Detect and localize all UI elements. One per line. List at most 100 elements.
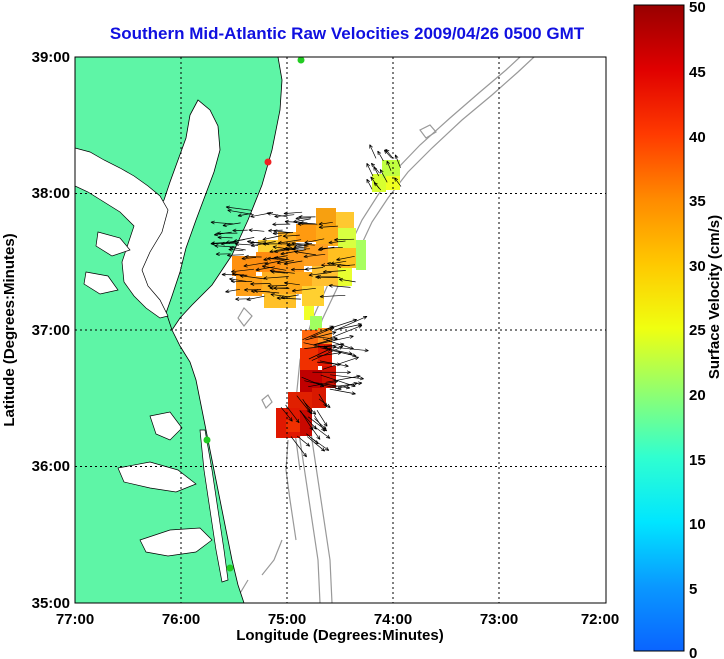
velocity-vector-arrow — [311, 424, 331, 439]
colorbar-tick-label: 35 — [689, 193, 706, 210]
velocity-vector-arrow — [315, 275, 341, 280]
velocity-vector-arrow — [253, 289, 280, 294]
velocity-vector-arrow — [335, 382, 358, 390]
velocity-vector-arrow — [230, 279, 253, 284]
colorbar-tick-label: 30 — [689, 258, 706, 275]
station-marker — [264, 158, 272, 166]
velocity-vector-arrow — [282, 234, 300, 238]
velocity-vector-arrow — [264, 259, 288, 266]
velocity-vector-arrow — [210, 241, 237, 246]
velocity-vector-arrow — [302, 399, 313, 415]
velocity-vector-arrow — [290, 436, 307, 458]
velocity-vector-arrow — [296, 435, 311, 447]
velocity-vector-arrow — [232, 228, 248, 233]
velocity-vector-arrow — [299, 410, 317, 430]
velocity-vector-arrow — [243, 262, 266, 268]
chesapeake-bay — [75, 147, 229, 583]
velocity-vector-arrow — [247, 240, 270, 246]
velocity-vector-arrow — [262, 235, 282, 241]
velocity-vector-arrow — [318, 221, 333, 226]
velocity-vector-arrow — [394, 154, 401, 168]
colorbar-tick-label: 40 — [689, 129, 706, 146]
velocity-vector-arrow — [338, 277, 356, 283]
velocity-vector-arrow — [261, 264, 287, 271]
velocity-patch-north — [232, 208, 366, 332]
velocity-vector-arrow — [290, 267, 307, 272]
velocity-vector-arrow — [225, 205, 252, 211]
velocity-vector-arrow — [326, 324, 363, 340]
velocity-vector-arrow — [293, 244, 310, 249]
velocity-vector-arrow — [237, 213, 252, 218]
velocity-vector-arrow — [291, 287, 316, 293]
velocity-vector-arrow — [312, 335, 338, 341]
map-grid — [75, 57, 606, 603]
velocity-vector-arrow — [328, 240, 346, 245]
velocity-vector-arrow — [306, 436, 326, 452]
velocity-vector-arrow — [273, 229, 291, 234]
velocity-vector-arrow — [319, 360, 349, 368]
x-tick-label: 73:00 — [480, 611, 518, 628]
velocity-vector-arrow — [235, 297, 253, 302]
velocity-vector-arrow — [286, 243, 313, 248]
velocity-vector-arrow — [335, 315, 368, 331]
colorbar-tick-label: 20 — [689, 387, 706, 404]
colorbar-tick-label: 10 — [689, 516, 706, 533]
velocity-vector-arrow — [370, 162, 380, 174]
velocity-vector-arrow — [336, 255, 355, 262]
velocity-vector-arrow — [227, 253, 244, 258]
velocity-vector-arrow — [304, 380, 342, 391]
velocity-vector-arrow — [328, 283, 351, 288]
velocity-vector-arrow — [231, 268, 254, 274]
velocity-vector-arrow — [222, 222, 241, 227]
velocity-vector-arrow — [314, 382, 351, 390]
velocity-vector-arrow — [270, 270, 286, 274]
velocity-vector-arrow — [285, 404, 300, 424]
velocity-vector-arrow — [386, 160, 392, 171]
velocity-vector-arrow — [210, 220, 234, 225]
velocity-vector-arrow — [366, 163, 374, 177]
colorbar-ticks: 50 45 40 35 30 25 20 15 10 5 0 — [689, 0, 706, 659]
velocity-vector-arrow — [225, 239, 245, 244]
velocity-vector-arrow — [280, 294, 299, 300]
y-tick-label: 35:00 — [32, 595, 70, 612]
velocity-vector-arrow — [267, 256, 285, 261]
velocity-vector-arrow — [321, 263, 336, 268]
velocity-vector-arrow — [322, 356, 359, 370]
velocity-vector-arrow — [385, 148, 394, 159]
velocity-vector-arrow — [305, 331, 337, 341]
velocity-vector-arrow — [377, 150, 384, 162]
y-tick-label: 37:00 — [32, 322, 70, 339]
map-title: Southern Mid-Atlantic Raw Velocities 200… — [109, 24, 585, 43]
velocity-vector-arrow — [304, 402, 317, 415]
velocity-vector-arrow — [216, 231, 238, 236]
velocity-vector-arrow — [313, 335, 354, 346]
velocity-vector-arrow — [303, 253, 326, 259]
velocity-vector-arrow — [310, 426, 321, 440]
station-marker — [226, 564, 234, 572]
velocity-vector-arrow — [379, 169, 388, 183]
velocity-vector-arrow — [336, 263, 356, 268]
velocity-vector-arrow — [294, 250, 317, 256]
station-marker — [203, 436, 211, 444]
velocity-vector-arrow — [215, 252, 231, 257]
velocity-vector-arrow — [273, 286, 289, 291]
x-tick-label: 76:00 — [162, 611, 200, 628]
x-axis-label: Longitude (Degrees:Minutes) — [236, 627, 444, 644]
velocity-vector-arrow — [270, 292, 290, 298]
velocity-vector-arrow — [241, 256, 257, 261]
velocity-vector-arrow — [309, 436, 330, 451]
velocity-vector-arrow — [308, 272, 332, 277]
velocity-vector-arrow — [366, 178, 373, 190]
velocity-vector-arrow — [255, 266, 275, 272]
velocity-vector-arrow — [316, 351, 342, 357]
colorbar-tick-label: 25 — [689, 322, 706, 339]
colorbar-label: Surface Velocity (cm/s) — [706, 215, 723, 379]
velocity-vector-arrow — [319, 294, 346, 299]
velocity-patch-south — [276, 328, 336, 438]
velocity-vector-arrow — [312, 370, 351, 375]
velocity-vector-arrow — [318, 398, 331, 408]
velocity-vector-arrow — [307, 416, 328, 432]
colorbar-tick-label: 50 — [689, 0, 706, 16]
velocity-vector-arrow — [225, 288, 241, 294]
